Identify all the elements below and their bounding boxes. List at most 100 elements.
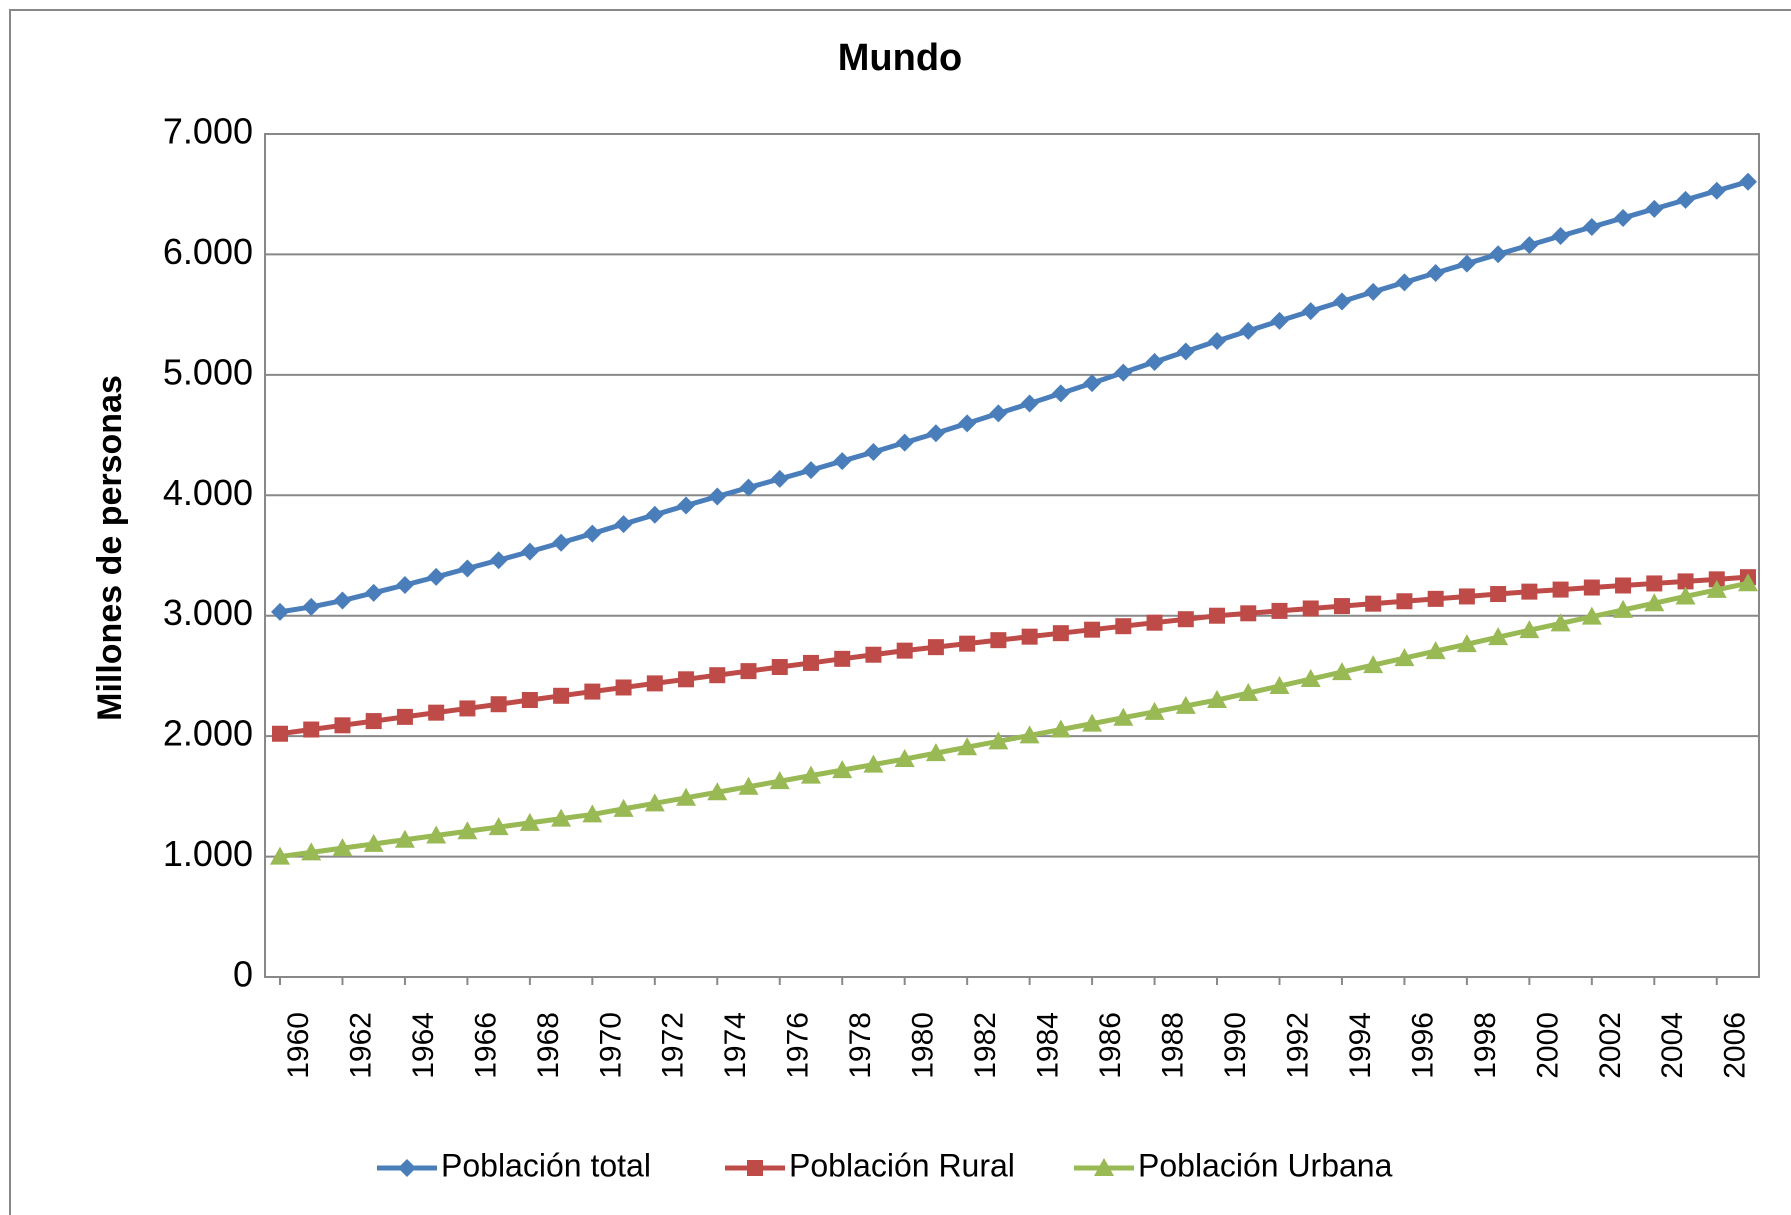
- marker: [894, 749, 915, 768]
- marker: [1739, 172, 1757, 191]
- marker: [1302, 600, 1319, 617]
- marker: [646, 675, 663, 692]
- marker: [1271, 602, 1288, 619]
- x-tick-label: 1970: [594, 1012, 627, 1079]
- marker: [1300, 669, 1321, 688]
- legend-item: Población Rural: [725, 1147, 1015, 1183]
- marker: [1520, 236, 1539, 255]
- marker: [1019, 725, 1040, 744]
- marker: [707, 782, 728, 801]
- marker: [738, 776, 759, 795]
- x-tick-label: 2004: [1656, 1012, 1689, 1079]
- chart-frame: [9, 9, 1791, 1215]
- marker: [1708, 571, 1725, 588]
- x-tick-label: 2002: [1594, 1012, 1627, 1079]
- marker: [490, 696, 507, 713]
- marker: [1614, 208, 1633, 227]
- marker: [1706, 579, 1727, 598]
- marker: [396, 708, 413, 725]
- marker: [1084, 621, 1101, 638]
- marker: [863, 754, 884, 773]
- marker: [1488, 627, 1509, 646]
- x-tick-label: 1980: [907, 1012, 940, 1079]
- marker: [1113, 707, 1134, 726]
- chart-title: Mundo: [838, 37, 963, 79]
- marker: [801, 461, 820, 480]
- marker: [1394, 648, 1415, 667]
- marker: [1209, 607, 1226, 624]
- legend-item: Población total: [377, 1147, 651, 1183]
- legend-label: Población Rural: [789, 1147, 1015, 1183]
- legend-item: Población Urbana: [1074, 1147, 1393, 1183]
- y-tick-label: 7.000: [163, 111, 253, 152]
- marker: [1427, 590, 1444, 607]
- marker: [864, 443, 883, 462]
- marker: [1021, 628, 1038, 645]
- marker: [272, 725, 288, 742]
- marker: [1208, 332, 1227, 351]
- y-tick-label: 6.000: [163, 231, 253, 272]
- marker: [1395, 273, 1414, 292]
- marker: [645, 505, 664, 524]
- y-tick-label: 3.000: [163, 592, 253, 633]
- marker: [957, 737, 978, 756]
- x-tick-label: 2000: [1531, 1012, 1564, 1079]
- x-tick-label: 1992: [1281, 1012, 1314, 1079]
- y-tick-label: 2.000: [163, 713, 253, 754]
- marker: [1426, 263, 1445, 282]
- legend-marker: [1094, 1158, 1114, 1176]
- marker: [1676, 190, 1695, 209]
- marker: [364, 583, 383, 602]
- marker: [990, 632, 1007, 649]
- marker: [613, 798, 634, 817]
- marker: [1677, 573, 1694, 590]
- marker: [1550, 613, 1571, 632]
- y-axis-title: Millones de personas: [91, 375, 129, 721]
- marker: [770, 469, 789, 488]
- marker: [1332, 292, 1351, 311]
- marker: [457, 821, 478, 840]
- x-tick-label: 1976: [782, 1012, 815, 1079]
- marker: [927, 639, 944, 656]
- marker: [395, 576, 414, 595]
- legend-label: Población Urbana: [1138, 1147, 1393, 1183]
- marker: [1738, 573, 1758, 592]
- marker: [1521, 583, 1538, 600]
- marker: [1457, 254, 1476, 273]
- marker: [1489, 245, 1508, 264]
- x-tick-label: 1964: [407, 1012, 440, 1079]
- x-tick-label: 1972: [657, 1012, 690, 1079]
- marker: [1396, 593, 1413, 610]
- y-tick-label: 1.000: [163, 833, 253, 874]
- marker: [1645, 199, 1664, 218]
- marker: [1238, 683, 1259, 702]
- marker: [958, 414, 977, 433]
- x-tick-label: 2006: [1719, 1012, 1752, 1079]
- marker: [1269, 676, 1290, 695]
- marker: [551, 808, 572, 827]
- marker: [1240, 605, 1257, 622]
- marker: [459, 700, 476, 717]
- marker: [582, 804, 603, 823]
- marker: [988, 731, 1009, 750]
- y-tick-label: 4.000: [163, 472, 253, 513]
- marker: [1176, 342, 1195, 361]
- marker: [1331, 662, 1352, 681]
- marker: [989, 404, 1008, 423]
- x-tick-label: 1998: [1469, 1012, 1502, 1079]
- marker: [333, 591, 352, 610]
- marker: [1144, 701, 1165, 720]
- marker: [1177, 611, 1194, 628]
- marker: [553, 687, 570, 704]
- marker: [1175, 695, 1196, 714]
- marker: [959, 635, 976, 652]
- marker: [332, 838, 353, 857]
- legend-marker: [747, 1160, 763, 1176]
- marker: [1519, 620, 1540, 639]
- y-tick-label: 5.000: [163, 351, 253, 392]
- marker: [1301, 302, 1320, 321]
- x-tick-label: 1988: [1156, 1012, 1189, 1079]
- x-tick-label: 1996: [1406, 1012, 1439, 1079]
- x-tick-label: 1960: [282, 1012, 315, 1079]
- marker: [926, 424, 945, 443]
